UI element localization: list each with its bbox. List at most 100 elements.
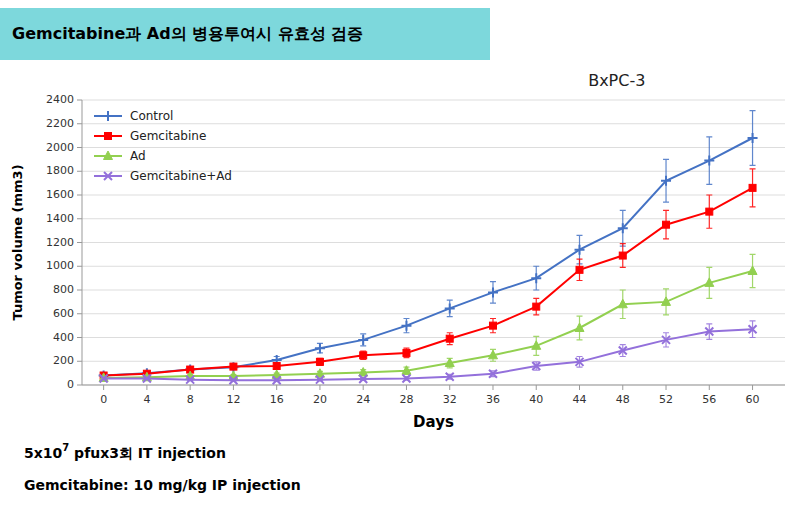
marker (401, 321, 411, 331)
marker (104, 172, 112, 180)
title: BxPC-3 (588, 71, 645, 90)
marker (489, 322, 496, 329)
marker (705, 328, 713, 336)
x-tick-label: 4 (143, 393, 150, 406)
marker (358, 335, 368, 345)
x-tick (103, 385, 104, 390)
x-tick-label: 28 (399, 393, 413, 406)
series-line (104, 271, 753, 378)
y-tick-label: 2200 (46, 117, 74, 130)
series (100, 321, 757, 384)
y-tick-label: 0 (67, 378, 74, 391)
header-box (0, 8, 490, 60)
marker (100, 374, 108, 382)
marker (661, 176, 671, 186)
y-tick (77, 361, 82, 362)
error-bar (403, 348, 409, 358)
grid-line (82, 385, 785, 386)
marker (619, 347, 627, 355)
y-tick-label: 800 (53, 283, 74, 296)
marker (531, 273, 541, 283)
marker (488, 287, 498, 297)
marker (662, 336, 670, 344)
marker (105, 133, 112, 140)
marker (705, 278, 714, 287)
error-bar (750, 169, 756, 207)
y-tick (77, 195, 82, 196)
y-axis-label: Tumor volume (mm3) (10, 164, 25, 320)
x-tick-label: 52 (659, 393, 673, 406)
x-axis-line (82, 385, 785, 386)
x-tick-label: 16 (270, 393, 284, 406)
x-tick-label: 0 (100, 393, 107, 406)
y-tick (77, 337, 82, 338)
series-line (104, 188, 753, 376)
y-tick (77, 123, 82, 124)
footnote: 5x107 pfux3회 IT injection (24, 442, 226, 461)
marker (748, 133, 758, 143)
y-tick (77, 171, 82, 172)
x-tick (709, 385, 710, 390)
x-tick-label: 60 (746, 393, 760, 406)
marker (749, 184, 756, 191)
grid-line (82, 218, 785, 219)
x-tick (536, 385, 537, 390)
marker (359, 375, 367, 383)
error-bar (317, 358, 323, 365)
y-tick-label: 1200 (46, 236, 74, 249)
grid-line (82, 195, 785, 196)
y-axis-line (82, 100, 83, 385)
error-bar (577, 259, 583, 280)
y-tick (77, 147, 82, 148)
series-line (104, 329, 753, 380)
marker (402, 366, 411, 375)
x-tick (406, 385, 407, 390)
marker (402, 374, 410, 382)
marker (186, 376, 194, 384)
marker (749, 325, 757, 333)
chart: Gemcitabine과 Ad의 병용투여시 유효성 검증BxPC-302004… (0, 0, 808, 509)
x-tick (319, 385, 320, 390)
marker (273, 363, 280, 370)
series (99, 111, 758, 381)
x-tick (622, 385, 623, 390)
y-tick-label: 200 (53, 354, 74, 367)
x-tick-label: 36 (486, 393, 500, 406)
error-bar (663, 210, 669, 239)
y-tick (77, 218, 82, 219)
grid-line (82, 147, 785, 148)
x-tick (752, 385, 753, 390)
footnote-part: pfux3회 IT injection (69, 445, 226, 461)
x-tick (492, 385, 493, 390)
marker (446, 373, 454, 381)
legend-label: Gemcitabine (130, 129, 206, 143)
series-line (104, 138, 753, 376)
grid (82, 100, 785, 385)
marker (663, 221, 670, 228)
marker (316, 376, 324, 384)
marker (532, 362, 540, 370)
y-tick-label: 400 (53, 331, 74, 344)
x-tick-label: 48 (616, 393, 630, 406)
grid-line (82, 290, 785, 291)
marker (273, 376, 281, 384)
marker (533, 303, 540, 310)
marker (445, 303, 455, 313)
x-tick-label: 12 (226, 393, 240, 406)
x-tick (666, 385, 667, 390)
marker (575, 245, 585, 255)
footnote-superscript: 7 (62, 442, 69, 453)
y-tick (77, 100, 82, 101)
error-bar (533, 298, 539, 315)
y-tick (77, 290, 82, 291)
grid-line (82, 123, 785, 124)
y-tick (77, 242, 82, 243)
marker (315, 343, 325, 353)
marker (576, 266, 583, 273)
x-tick (276, 385, 277, 390)
y-tick (77, 313, 82, 314)
footnote-part: 5x10 (24, 445, 63, 461)
grid-line (82, 242, 785, 243)
legend-label: Gemcitabine+Ad (130, 169, 232, 183)
x-tick (449, 385, 450, 390)
